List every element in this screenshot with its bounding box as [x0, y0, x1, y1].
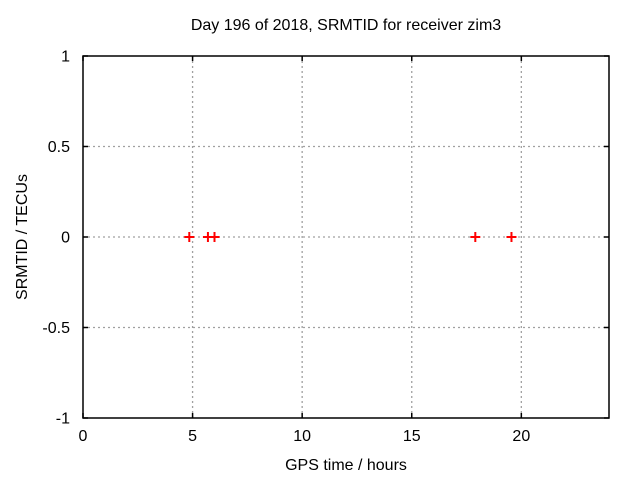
tick-layer: [82, 55, 609, 419]
y-axis-label: SRMTID / TECUs: [14, 174, 31, 300]
y-tick-label: 0.5: [48, 139, 70, 156]
x-tick-label: 20: [512, 428, 530, 445]
x-tick-label: 0: [79, 428, 88, 445]
data-point-marker: [184, 232, 195, 242]
grid-layer: [83, 56, 609, 418]
data-point-marker: [506, 232, 517, 242]
tick-label-layer: 0 5 10 15 20 -1 -0.5 0 0.5 1: [42, 49, 530, 446]
y-tick-label: 1: [61, 49, 70, 66]
x-tick-label: 5: [188, 428, 197, 445]
x-tick-label: 15: [403, 428, 421, 445]
plot-border: [82, 55, 610, 419]
data-point-marker: [470, 232, 481, 242]
x-tick-label: 10: [293, 428, 311, 445]
data-marker-layer: [184, 232, 517, 242]
y-tick-label: -0.5: [42, 320, 70, 337]
y-tick-label: -1: [56, 411, 70, 428]
chart-title: Day 196 of 2018, SRMTID for receiver zim…: [191, 17, 501, 34]
data-point-marker: [209, 232, 220, 242]
x-axis-label: GPS time / hours: [285, 457, 407, 474]
y-tick-label: 0: [61, 230, 70, 247]
